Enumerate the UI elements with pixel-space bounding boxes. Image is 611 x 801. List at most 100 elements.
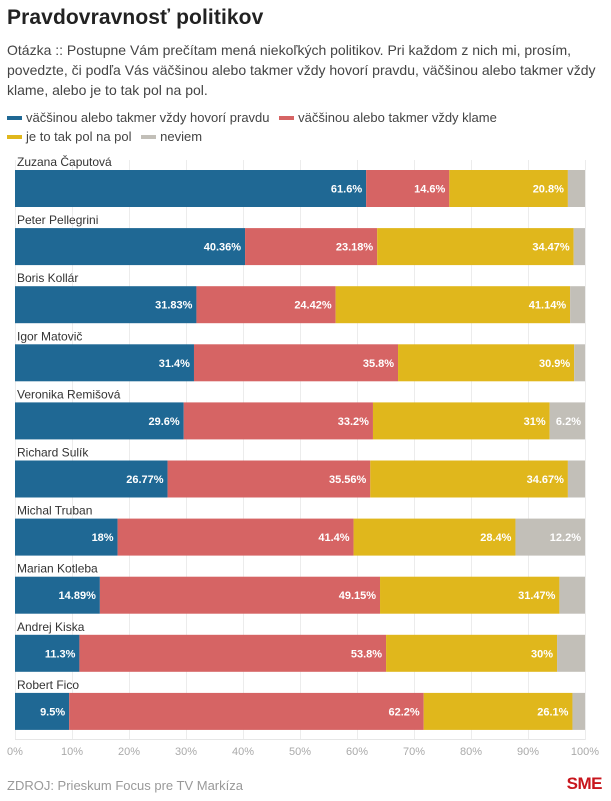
chart-subtitle: Otázka :: Postupne Vám prečítam mená nie… bbox=[7, 42, 596, 98]
bar-segment bbox=[572, 692, 585, 730]
data-label: 6.2% bbox=[556, 416, 581, 428]
bar-segment bbox=[515, 518, 585, 556]
legend-swatch bbox=[141, 134, 157, 139]
bar-segment bbox=[549, 402, 585, 440]
source-note: ZDROJ: Prieskum Focus pre TV Markíza bbox=[7, 778, 243, 793]
x-tick-label: 80% bbox=[460, 746, 482, 758]
bar-segment bbox=[183, 402, 373, 440]
bar-segment bbox=[377, 228, 574, 266]
row-label: Andrej Kiska bbox=[17, 620, 85, 634]
chart-title: Pravdovravnosť politikov bbox=[7, 6, 264, 29]
data-label: 35.56% bbox=[329, 474, 367, 486]
bar-segment bbox=[99, 576, 381, 614]
data-label: 49.15% bbox=[339, 590, 377, 602]
data-label: 61.6% bbox=[331, 184, 362, 196]
legend-label: väčšinou alebo takmer vždy klame bbox=[298, 110, 497, 125]
legend-swatch bbox=[7, 134, 22, 139]
bar-segment bbox=[15, 576, 100, 614]
bar-segment bbox=[380, 576, 560, 614]
data-label: 41.4% bbox=[318, 532, 349, 544]
x-tick-label: 10% bbox=[61, 746, 83, 758]
data-label: 26.1% bbox=[537, 706, 568, 718]
data-label: 40.36% bbox=[204, 242, 242, 254]
bar-segment bbox=[15, 286, 197, 324]
legend-item: neviem bbox=[141, 127, 202, 146]
bar-segment bbox=[79, 634, 387, 672]
data-label: 9.5% bbox=[40, 706, 65, 718]
bar-segment bbox=[449, 170, 568, 207]
bar-segment bbox=[15, 402, 184, 440]
bar-segment bbox=[366, 170, 450, 207]
bar-segment bbox=[398, 344, 575, 382]
x-tick-label: 40% bbox=[232, 746, 254, 758]
data-label: 31% bbox=[524, 416, 546, 428]
row-label: Peter Pellegrini bbox=[17, 213, 98, 227]
legend-label: neviem bbox=[160, 129, 203, 144]
x-tick-label: 20% bbox=[118, 746, 140, 758]
bar-segment bbox=[335, 286, 571, 324]
data-label: 31.83% bbox=[155, 300, 193, 312]
bar-segment bbox=[167, 460, 371, 498]
bar-segment bbox=[559, 576, 585, 614]
bar-segment bbox=[574, 344, 585, 382]
row-label: Zuzana Čaputová bbox=[17, 154, 112, 169]
bar-segment bbox=[557, 634, 585, 672]
data-label: 34.67% bbox=[527, 474, 565, 486]
x-tick-label: 100% bbox=[571, 746, 599, 758]
row-label: Marian Kotleba bbox=[17, 562, 98, 576]
x-tick-label: 50% bbox=[289, 746, 311, 758]
row-label: Richard Sulík bbox=[17, 446, 89, 460]
bar-segment bbox=[386, 634, 558, 672]
bar-segment bbox=[573, 228, 585, 266]
data-label: 30.9% bbox=[539, 358, 570, 370]
data-label: 14.89% bbox=[59, 590, 97, 602]
bar-segment bbox=[570, 286, 585, 324]
row-label: Igor Matovič bbox=[17, 329, 82, 343]
data-label: 23.18% bbox=[336, 242, 374, 254]
legend-swatch bbox=[7, 115, 22, 120]
bar-segment bbox=[245, 228, 378, 266]
data-label: 29.6% bbox=[149, 416, 180, 428]
bar-segment bbox=[69, 692, 424, 730]
bar-segment bbox=[15, 518, 118, 556]
data-label: 35.8% bbox=[363, 358, 394, 370]
data-label: 30% bbox=[531, 648, 553, 660]
row-label: Robert Fico bbox=[17, 678, 79, 692]
data-label: 31.4% bbox=[159, 358, 190, 370]
bar-segment bbox=[423, 692, 573, 730]
bar-segment bbox=[196, 286, 336, 324]
data-label: 20.8% bbox=[533, 184, 564, 196]
x-tick-label: 30% bbox=[175, 746, 197, 758]
x-tick-label: 90% bbox=[517, 746, 539, 758]
bar-segment bbox=[15, 460, 168, 498]
bar-segment bbox=[370, 460, 568, 498]
x-tick-label: 70% bbox=[403, 746, 425, 758]
bar-segment bbox=[15, 344, 194, 382]
data-label: 41.14% bbox=[529, 300, 567, 312]
bar-segment bbox=[372, 402, 550, 440]
data-label: 28.4% bbox=[480, 532, 511, 544]
data-label: 33.2% bbox=[338, 416, 369, 428]
legend-label: je to tak pol na pol bbox=[26, 129, 132, 144]
data-label: 11.3% bbox=[45, 648, 76, 660]
sme-logo: SME bbox=[566, 774, 603, 793]
legend-item: väčšinou alebo takmer vždy hovorí pravdu bbox=[7, 108, 270, 127]
data-label: 53.8% bbox=[351, 648, 382, 660]
data-label: 14.6% bbox=[414, 184, 445, 196]
legend-item: je to tak pol na pol bbox=[7, 127, 132, 146]
bar-segment bbox=[15, 170, 367, 207]
row-label: Veronika Remišová bbox=[17, 387, 121, 401]
data-label: 26.77% bbox=[126, 474, 164, 486]
bar-segment bbox=[193, 344, 399, 382]
bar-segment bbox=[117, 518, 354, 556]
x-tick-label: 0% bbox=[7, 746, 23, 758]
bar-segment bbox=[15, 634, 80, 672]
data-label: 18% bbox=[92, 532, 114, 544]
data-label: 34.47% bbox=[532, 242, 570, 254]
bar-segment bbox=[15, 692, 70, 730]
data-label: 12.2% bbox=[550, 532, 581, 544]
bar-segment bbox=[353, 518, 516, 556]
legend-swatch bbox=[279, 115, 295, 120]
legend: väčšinou alebo takmer vždy hovorí pravdu… bbox=[7, 108, 567, 146]
